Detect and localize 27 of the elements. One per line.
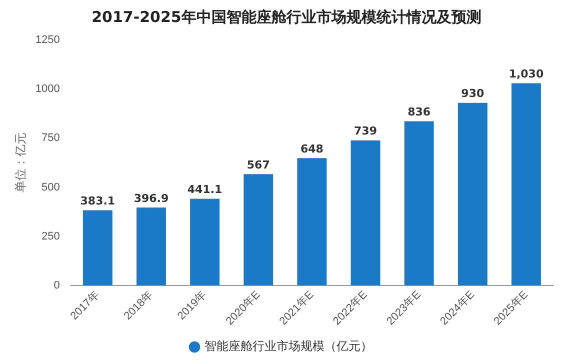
bar — [244, 174, 274, 286]
y-tick-label: 500 — [42, 181, 60, 194]
legend-label: 智能座舱行业市场规模（亿元） — [204, 339, 372, 354]
bar — [190, 198, 220, 286]
y-tick-label: 1000 — [35, 83, 60, 96]
data-label: 396.9 — [134, 192, 169, 205]
data-label: 739 — [354, 124, 377, 138]
bar — [404, 121, 434, 286]
data-label: 567 — [246, 158, 270, 172]
data-label: 648 — [300, 142, 324, 156]
y-axis-title: 单位：亿元 — [14, 132, 28, 193]
data-label: 1,030 — [508, 68, 544, 81]
data-label: 930 — [461, 87, 484, 100]
bar — [297, 158, 327, 286]
bar — [136, 207, 166, 286]
bar — [458, 102, 488, 286]
y-tick-label: 0 — [54, 279, 60, 292]
bar — [350, 140, 380, 286]
y-tick-label: 1250 — [35, 34, 60, 46]
y-tick-label: 750 — [42, 132, 60, 144]
chart-title: 2017-2025年中国智能座舱行业市场规模统计情况及预测 — [90, 8, 482, 28]
data-label: 441.1 — [187, 183, 222, 196]
data-label: 836 — [408, 106, 431, 119]
bar — [82, 210, 112, 286]
data-label: 383.1 — [80, 194, 116, 208]
y-tick-label: 250 — [42, 230, 60, 242]
bar — [511, 83, 541, 286]
